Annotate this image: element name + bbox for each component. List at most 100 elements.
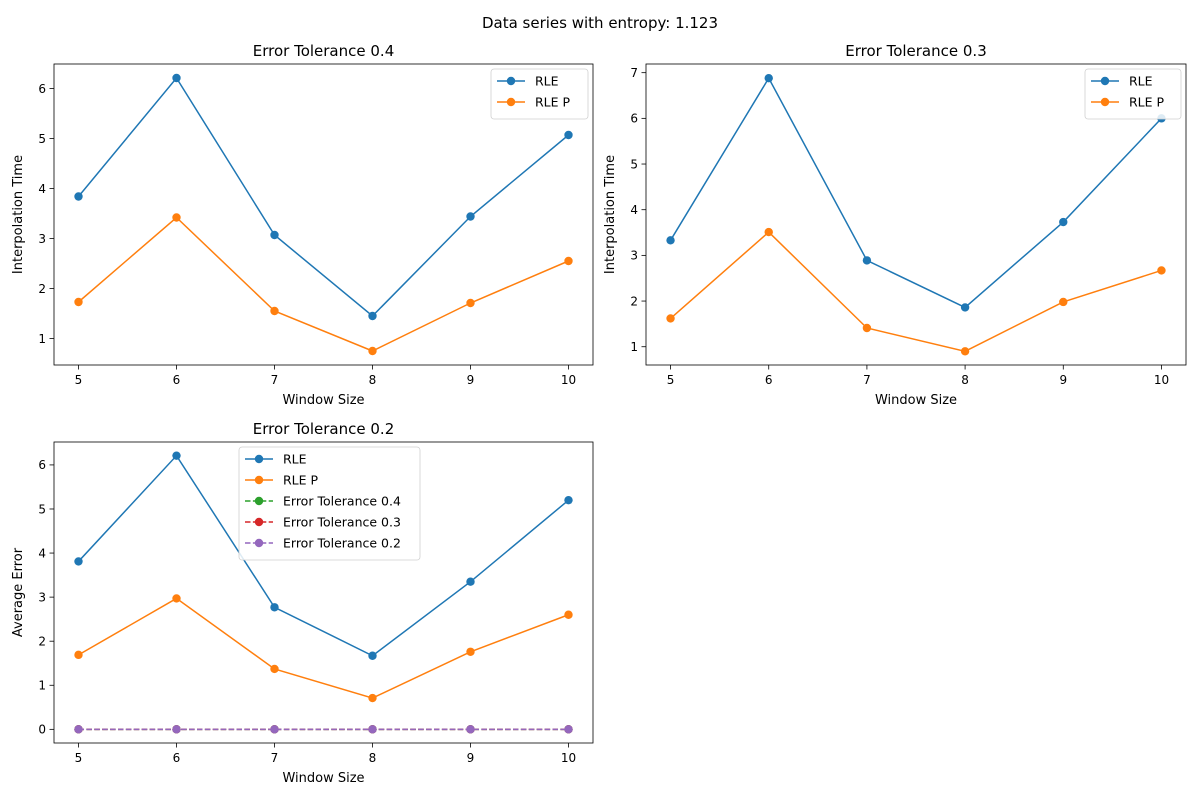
series-line-1 <box>77 454 569 657</box>
y-tick-label: 6 <box>38 458 46 472</box>
x-tick-label: 10 <box>1154 373 1169 387</box>
legend-label: Error Tolerance 0.4 <box>283 494 401 509</box>
legend-label: RLE P <box>283 473 319 488</box>
y-axis-label: Interpolation Time <box>11 155 26 274</box>
x-tick-label: 10 <box>561 373 576 387</box>
x-tick-label: 8 <box>369 751 377 765</box>
series-2-point <box>270 306 279 316</box>
y-axis-label: Interpolation Time <box>603 155 618 274</box>
legend-label: RLE <box>283 452 307 467</box>
chart-panel-1: Error Tolerance 0.4 5 6 7 8 9 10 1 2 3 4 5 6 Window S… <box>11 42 594 408</box>
x-tick-label: 9 <box>467 373 475 387</box>
series-1-point <box>666 236 675 245</box>
x-tick-label: 7 <box>271 751 279 765</box>
y-tick-label: 4 <box>38 182 46 196</box>
y-tick-label: 2 <box>38 634 46 648</box>
y-tick-label: 2 <box>630 294 638 308</box>
axes-frame <box>645 63 1187 366</box>
y-tick-label: 3 <box>630 249 638 263</box>
series-1-point <box>960 303 970 312</box>
series-1-point <box>368 651 377 660</box>
series-2-point <box>862 323 872 333</box>
y-tick-label: 6 <box>630 112 638 126</box>
x-tick-label: 7 <box>271 373 279 387</box>
x-tick-label: 10 <box>561 751 576 765</box>
axes-frame <box>53 63 594 366</box>
x-tick-label: 8 <box>369 373 377 387</box>
series-2-point <box>466 647 475 656</box>
series-2-point <box>368 346 377 356</box>
series-line-1 <box>669 76 1162 309</box>
y-tick-label: 2 <box>38 282 46 296</box>
series-line-2 <box>670 231 1162 353</box>
chart-title: Error Tolerance 0.3 <box>845 42 986 60</box>
series-1-point <box>74 192 83 201</box>
legend-marker <box>254 496 264 506</box>
series-5-point <box>368 725 377 734</box>
series-line-2 <box>78 597 569 699</box>
y-tick-label: 6 <box>38 82 46 96</box>
axes-frame <box>53 441 594 744</box>
legend-label: Error Tolerance 0.2 <box>283 536 401 551</box>
series-1-point <box>368 311 377 321</box>
y-tick-label: 3 <box>38 590 46 604</box>
legend: RLE RLE P <box>1084 68 1182 120</box>
y-tick-label: 1 <box>38 679 46 693</box>
series-2-point <box>1059 297 1068 307</box>
y-tick-label: 7 <box>630 66 638 80</box>
legend-label: Error Tolerance 0.3 <box>283 515 401 530</box>
chart-panel-3: Error Tolerance 0.2 5 6 7 8 9 10 0 1 2 3 4 5 6 Window … <box>11 420 594 786</box>
y-tick-label: 3 <box>38 232 46 246</box>
legend-label: RLE <box>535 74 559 89</box>
y-tick-label: 4 <box>630 203 638 217</box>
legend-label: RLE <box>1129 74 1153 89</box>
x-tick-label: 5 <box>75 373 83 387</box>
series-1-point <box>466 577 475 586</box>
x-tick-label: 6 <box>173 373 181 387</box>
legend-marker <box>1100 76 1110 86</box>
x-tick-label: 6 <box>765 373 773 387</box>
legend: RLE RLE P Error Tolerance 0.4 Error Toleran… <box>238 446 421 561</box>
legend-box <box>238 446 421 561</box>
x-tick-label: 6 <box>173 751 181 765</box>
series-5-point <box>564 725 573 734</box>
series-1-point <box>466 212 475 221</box>
y-axis-label: Average Error <box>11 547 26 637</box>
legend-marker <box>506 97 516 107</box>
y-tick-label: 1 <box>38 332 46 346</box>
legend-marker <box>1100 97 1110 107</box>
y-tick-label: 5 <box>630 157 638 171</box>
series-2-point <box>960 347 970 356</box>
series-2-point <box>666 314 675 323</box>
x-tick-label: 9 <box>467 751 475 765</box>
series-2-point <box>368 693 377 703</box>
legend-label: RLE P <box>535 95 571 110</box>
series-2-point <box>564 610 573 619</box>
x-tick-label: 5 <box>667 373 675 387</box>
series-2-point <box>564 256 573 266</box>
series-line-2 <box>78 216 569 352</box>
x-tick-label: 7 <box>863 373 871 387</box>
chart-title: Error Tolerance 0.4 <box>253 42 394 60</box>
legend-marker <box>254 517 264 527</box>
series-1-point <box>270 230 279 240</box>
series-2-point <box>466 298 475 308</box>
y-tick-label: 4 <box>38 546 46 560</box>
x-tick-label: 5 <box>75 751 83 765</box>
series-1-point <box>764 73 773 83</box>
legend: RLE RLE P <box>490 68 589 120</box>
series-2-point <box>764 227 773 237</box>
series-2-point <box>74 297 83 307</box>
series-1-point <box>564 495 573 505</box>
series-2-point <box>270 664 279 674</box>
series-2-point <box>172 594 181 603</box>
series-1-point <box>270 603 279 612</box>
series-5-point <box>466 725 475 734</box>
series-1-point <box>862 256 872 265</box>
legend-label: RLE P <box>1129 95 1165 110</box>
chart-panel-2: Error Tolerance 0.3 5 6 7 8 9 10 1 2 3 4 5 6 7 Window … <box>603 42 1187 408</box>
x-tick-label: 8 <box>961 373 969 387</box>
x-axis-label: Window Size <box>282 393 364 408</box>
legend-marker <box>254 538 264 548</box>
